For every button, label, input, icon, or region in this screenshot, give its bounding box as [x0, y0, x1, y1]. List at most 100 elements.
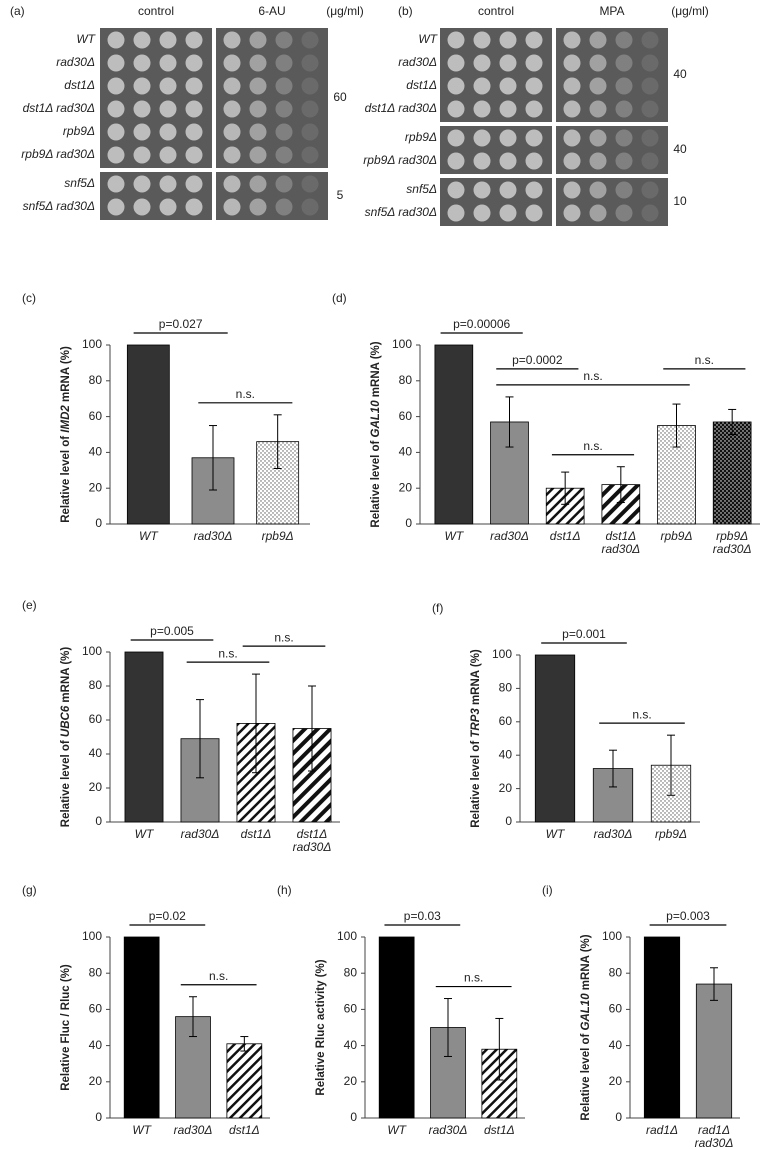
spot [107, 54, 125, 72]
y-axis-label: Relative Fluc / Rluc (%) [60, 964, 72, 1091]
spot [275, 77, 293, 95]
y-axis-label-part: GAL10 [580, 993, 592, 1031]
spot [301, 100, 319, 118]
y-axis-label-part: mRNA (%) [370, 341, 382, 400]
y-axis-label-part: mRNA (%) [580, 934, 592, 993]
y-tick-label: 20 [89, 1074, 103, 1088]
spot [301, 123, 319, 141]
spot [615, 31, 633, 49]
significance-label: p=0.0002 [512, 353, 563, 367]
y-tick-label: 0 [350, 1110, 357, 1124]
spot [275, 175, 293, 193]
y-tick-label: 80 [609, 965, 623, 979]
spot [525, 152, 543, 170]
significance-label: n.s. [236, 387, 255, 401]
bar [123, 936, 160, 1119]
y-axis-label-part: Relative level of [580, 1030, 592, 1120]
x-tick-label: dst1Δ [550, 529, 581, 543]
spot [589, 181, 607, 199]
spot [159, 146, 177, 164]
significance-label: n.s. [583, 369, 602, 383]
x-tick-label: dst1Δ [297, 827, 328, 841]
bar [124, 651, 164, 823]
spot [159, 100, 177, 118]
y-axis-label-part: Relative level of [60, 433, 72, 523]
y-axis-label-part: Relative Fluc / Rluc (%) [60, 964, 72, 1091]
x-tick-label: rpb9Δ [716, 529, 748, 543]
spot [499, 31, 517, 49]
spot [185, 175, 203, 193]
spot [133, 100, 151, 118]
y-tick-label: 80 [89, 373, 103, 387]
spot [159, 77, 177, 95]
spot [615, 100, 633, 118]
y-tick-label: 20 [89, 480, 103, 494]
spot [107, 123, 125, 141]
spot [275, 100, 293, 118]
spot [185, 100, 203, 118]
x-tick-label: WT [135, 827, 155, 841]
spot [249, 54, 267, 72]
x-tick-label: rad30Δ [695, 1136, 734, 1150]
y-tick-label: 20 [609, 1074, 623, 1088]
y-axis-label-part: Relative level of [370, 437, 382, 527]
spot [589, 77, 607, 95]
spot [473, 100, 491, 118]
spot [159, 175, 177, 193]
spot [223, 77, 241, 95]
spot [563, 204, 581, 222]
y-tick-label: 60 [399, 409, 413, 423]
x-tick-label: rad30Δ [490, 529, 529, 543]
spot [563, 129, 581, 147]
concentration: 40 [673, 67, 687, 81]
x-tick-label: rad30Δ [181, 827, 220, 841]
concentration: 40 [673, 142, 687, 156]
x-tick-label: rad1Δ [698, 1123, 730, 1137]
spot [525, 100, 543, 118]
spot [563, 100, 581, 118]
strain-label: snf5Δ [406, 182, 437, 196]
spot [447, 181, 465, 199]
spot [185, 198, 203, 216]
significance-label: p=0.027 [159, 317, 203, 331]
y-tick-label: 100 [392, 337, 412, 351]
spot [223, 100, 241, 118]
y-tick-label: 40 [89, 746, 103, 760]
y-tick-label: 20 [399, 480, 413, 494]
spot [641, 54, 659, 72]
y-axis-label-part: mRNA (%) [470, 649, 482, 708]
spot [275, 146, 293, 164]
spot [473, 54, 491, 72]
strain-label: WT [76, 32, 96, 46]
spot [159, 31, 177, 49]
spot [107, 31, 125, 49]
spot [249, 146, 267, 164]
spot [133, 31, 151, 49]
y-tick-label: 60 [89, 409, 103, 423]
column-header: 6-AU [258, 4, 285, 18]
bar [126, 344, 170, 525]
spot [133, 54, 151, 72]
strain-label: snf5Δ [64, 176, 95, 190]
significance-label: p=0.02 [149, 909, 186, 923]
spot [301, 54, 319, 72]
unit-label: (μg/ml) [671, 4, 709, 18]
x-tick-label: rpb9Δ [655, 827, 687, 841]
x-tick-label: WT [139, 529, 159, 543]
y-axis-label-part: GAL10 [370, 400, 382, 438]
x-tick-label: rpb9Δ [262, 529, 294, 543]
x-tick-label: rad30Δ [601, 542, 640, 556]
spot [447, 100, 465, 118]
column-header: control [138, 4, 174, 18]
x-tick-label: dst1Δ [605, 529, 636, 543]
y-tick-label: 40 [399, 445, 413, 459]
y-axis-label-part: Relative Rluc activity (%) [315, 959, 327, 1095]
spot [275, 31, 293, 49]
plate [216, 28, 328, 168]
spot [641, 152, 659, 170]
spot [525, 181, 543, 199]
spot [525, 204, 543, 222]
spot [447, 204, 465, 222]
spot [615, 152, 633, 170]
